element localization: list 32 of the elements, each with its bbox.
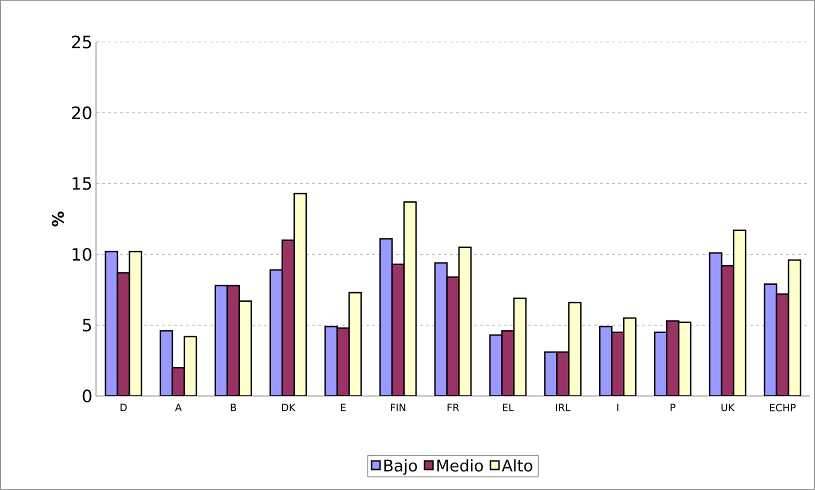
bar	[128, 250, 142, 396]
bar	[764, 283, 778, 396]
x-tick-label: D	[120, 404, 127, 412]
x-tick-label: FIN	[390, 404, 406, 412]
bar	[116, 272, 130, 396]
x-tick-label: IRL	[556, 404, 571, 412]
x-tick-label: E	[340, 404, 346, 412]
y-tick-label: 5	[82, 318, 91, 332]
legend-label: Bajo	[384, 459, 417, 475]
x-tick-label: B	[230, 404, 236, 412]
x-tick-label: DK	[282, 404, 296, 412]
bar	[458, 246, 472, 396]
y-tick-label: 15	[72, 177, 91, 190]
x-tick-label: UK	[722, 404, 735, 412]
x-tick-label: ECHP	[770, 404, 796, 412]
y-tick-label: 25	[72, 36, 91, 48]
x-tick-label: I	[617, 404, 618, 412]
y-tick-label: 0	[82, 390, 92, 402]
y-tick-label: 10	[72, 248, 92, 261]
x-tick-label: A	[175, 404, 182, 412]
x-tick-label: EL	[502, 404, 514, 412]
bar	[788, 259, 802, 396]
legend-label: Alto	[502, 459, 532, 472]
x-tick-label: P	[670, 404, 676, 412]
bar	[446, 276, 460, 396]
y-axis-title: %	[52, 211, 64, 226]
x-tick-label: FR	[448, 404, 460, 412]
y-tick-label: 20	[72, 106, 92, 120]
bar	[434, 262, 448, 396]
legend-label: Medio	[437, 459, 483, 472]
bar	[104, 250, 118, 396]
bar	[776, 293, 790, 396]
